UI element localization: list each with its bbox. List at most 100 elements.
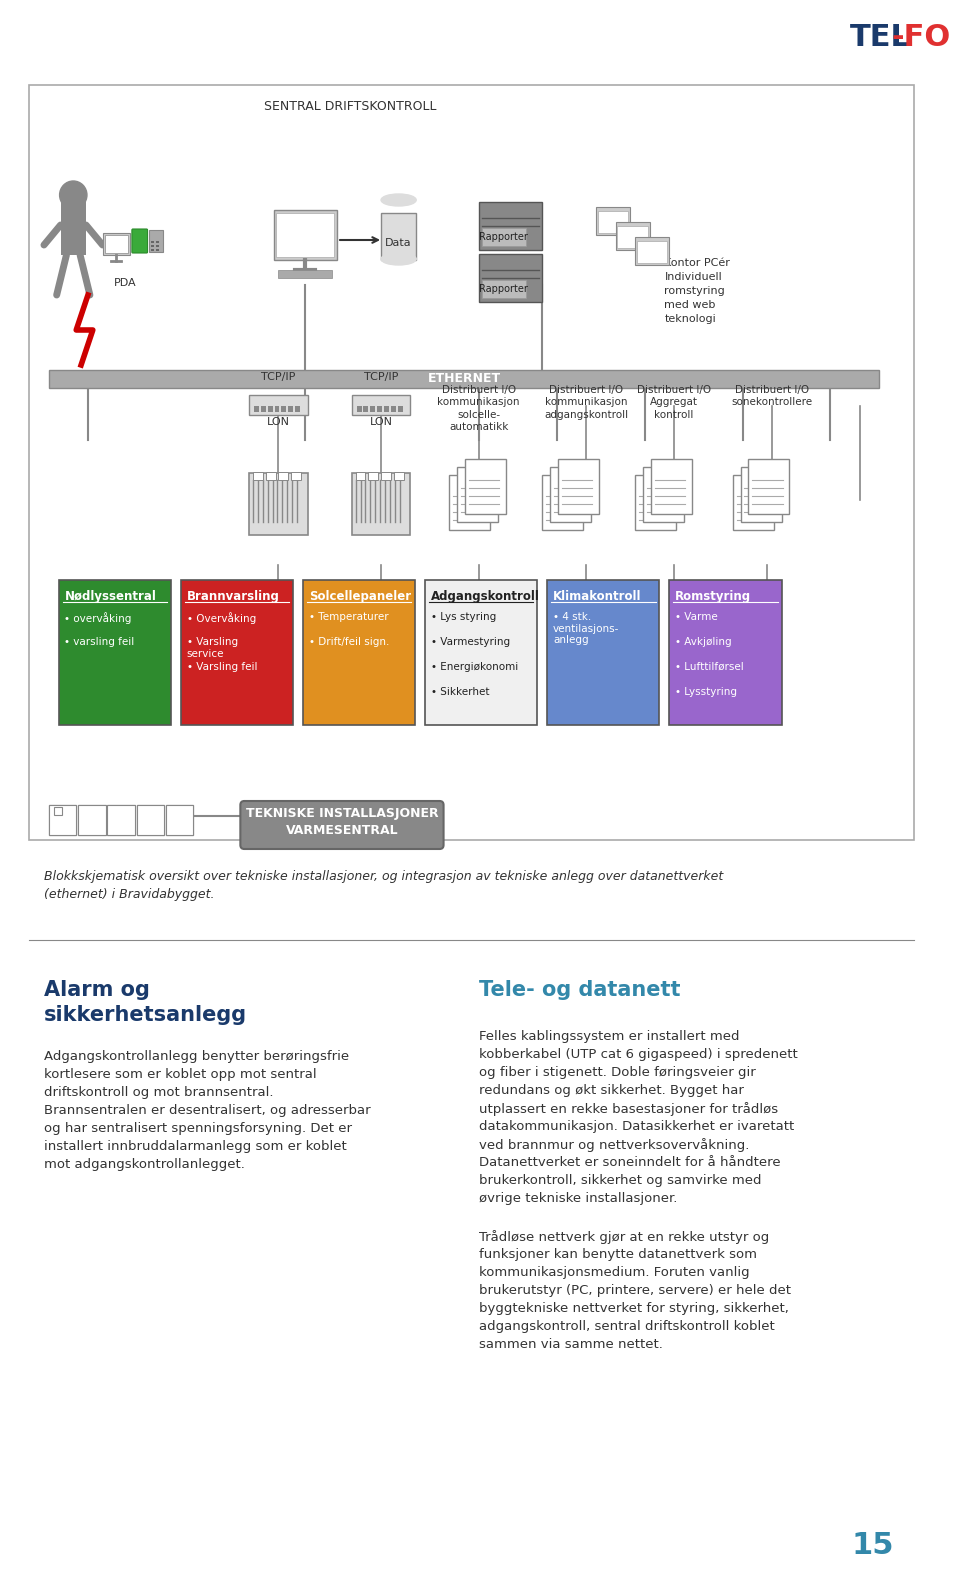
Text: sammen via samme nettet.: sammen via samme nettet. bbox=[479, 1338, 662, 1352]
Text: • Varmestyring: • Varmestyring bbox=[431, 637, 510, 647]
FancyBboxPatch shape bbox=[636, 237, 669, 266]
FancyBboxPatch shape bbox=[369, 473, 378, 481]
FancyBboxPatch shape bbox=[643, 466, 684, 522]
FancyBboxPatch shape bbox=[351, 395, 410, 414]
Text: TEKNISKE INSTALLASJONER
VARMESENTRAL: TEKNISKE INSTALLASJONER VARMESENTRAL bbox=[246, 806, 439, 836]
Text: 15: 15 bbox=[852, 1530, 894, 1560]
FancyBboxPatch shape bbox=[152, 245, 155, 247]
Text: • Overvåking: • Overvåking bbox=[186, 612, 256, 624]
FancyBboxPatch shape bbox=[180, 580, 293, 726]
FancyBboxPatch shape bbox=[351, 473, 410, 534]
Text: • Drift/feil sign.: • Drift/feil sign. bbox=[309, 637, 389, 647]
FancyBboxPatch shape bbox=[266, 473, 276, 481]
Text: • Lysstyring: • Lysstyring bbox=[675, 688, 737, 697]
FancyBboxPatch shape bbox=[749, 458, 789, 514]
Text: kortlesere som er koblet opp mot sentral: kortlesere som er koblet opp mot sentral bbox=[44, 1069, 317, 1081]
Text: PDA: PDA bbox=[113, 278, 136, 288]
FancyBboxPatch shape bbox=[482, 280, 526, 297]
FancyBboxPatch shape bbox=[355, 473, 366, 481]
Text: • Varsling feil: • Varsling feil bbox=[186, 662, 257, 672]
FancyBboxPatch shape bbox=[150, 229, 163, 251]
Text: Klimakontroll: Klimakontroll bbox=[553, 590, 641, 602]
Text: -FO: -FO bbox=[891, 24, 950, 52]
FancyBboxPatch shape bbox=[295, 406, 300, 413]
FancyBboxPatch shape bbox=[275, 406, 279, 413]
Text: Felles kablingssystem er installert med: Felles kablingssystem er installert med bbox=[479, 1029, 739, 1043]
FancyBboxPatch shape bbox=[669, 580, 781, 726]
Text: installert innbruddalarmanlegg som er koblet: installert innbruddalarmanlegg som er ko… bbox=[44, 1140, 347, 1153]
Text: adgangskontroll, sentral driftskontroll koblet: adgangskontroll, sentral driftskontroll … bbox=[479, 1320, 775, 1333]
FancyBboxPatch shape bbox=[465, 458, 506, 514]
FancyBboxPatch shape bbox=[156, 245, 159, 247]
Text: redundans og økt sikkerhet. Bygget har: redundans og økt sikkerhet. Bygget har bbox=[479, 1085, 744, 1097]
Text: Tele- og datanett: Tele- og datanett bbox=[479, 980, 681, 1001]
Text: byggtekniske nettverket for styring, sikkerhet,: byggtekniske nettverket for styring, sik… bbox=[479, 1303, 788, 1315]
FancyBboxPatch shape bbox=[261, 406, 266, 413]
FancyBboxPatch shape bbox=[136, 805, 164, 835]
Text: mot adgangskontrollanlegget.: mot adgangskontrollanlegget. bbox=[44, 1157, 245, 1172]
Text: Rapporter: Rapporter bbox=[479, 285, 528, 294]
Text: og har sentralisert spenningsforsyning. Det er: og har sentralisert spenningsforsyning. … bbox=[44, 1123, 352, 1135]
FancyBboxPatch shape bbox=[49, 805, 76, 835]
Text: • overvåking: • overvåking bbox=[64, 612, 132, 624]
Text: ved brannmur og nettverksovervåkning.: ved brannmur og nettverksovervåkning. bbox=[479, 1138, 749, 1153]
FancyBboxPatch shape bbox=[479, 202, 542, 250]
FancyBboxPatch shape bbox=[596, 207, 630, 236]
Text: • Lufttilførsel: • Lufttilførsel bbox=[675, 662, 744, 672]
Text: Distribuert I/O
kommunikasjon
adgangskontroll: Distribuert I/O kommunikasjon adgangskon… bbox=[544, 386, 628, 421]
FancyBboxPatch shape bbox=[166, 805, 194, 835]
FancyBboxPatch shape bbox=[356, 406, 362, 413]
FancyBboxPatch shape bbox=[105, 236, 128, 253]
Text: Romstyring: Romstyring bbox=[675, 590, 752, 602]
FancyBboxPatch shape bbox=[250, 395, 308, 414]
Text: • Temperaturer: • Temperaturer bbox=[309, 612, 389, 621]
Text: Datanettverket er soneinndelt for å håndtere: Datanettverket er soneinndelt for å hånd… bbox=[479, 1156, 780, 1168]
FancyBboxPatch shape bbox=[291, 473, 300, 481]
FancyBboxPatch shape bbox=[391, 406, 396, 413]
FancyBboxPatch shape bbox=[30, 85, 914, 840]
Text: • Energiøkonomi: • Energiøkonomi bbox=[431, 662, 518, 672]
FancyBboxPatch shape bbox=[78, 805, 106, 835]
Text: brukerkontroll, sikkerhet og samvirke med: brukerkontroll, sikkerhet og samvirke me… bbox=[479, 1175, 761, 1187]
Ellipse shape bbox=[381, 194, 417, 206]
Text: Blokkskjematisk oversikt over tekniske installasjoner, og integrasjon av teknisk: Blokkskjematisk oversikt over tekniske i… bbox=[44, 870, 723, 901]
Text: Data: Data bbox=[385, 239, 412, 248]
FancyBboxPatch shape bbox=[449, 474, 491, 530]
FancyBboxPatch shape bbox=[636, 474, 676, 530]
Text: Brannsentralen er desentralisert, og adresserbar: Brannsentralen er desentralisert, og adr… bbox=[44, 1104, 371, 1118]
Text: kommunikasjonsmedium. Foruten vanlig: kommunikasjonsmedium. Foruten vanlig bbox=[479, 1266, 750, 1279]
Text: • Sikkerhet: • Sikkerhet bbox=[431, 688, 490, 697]
Ellipse shape bbox=[381, 253, 417, 266]
FancyBboxPatch shape bbox=[152, 240, 155, 243]
FancyBboxPatch shape bbox=[152, 248, 155, 251]
Text: utplassert en rekke basestasjoner for trådløs: utplassert en rekke basestasjoner for tr… bbox=[479, 1102, 778, 1116]
FancyBboxPatch shape bbox=[268, 406, 273, 413]
FancyBboxPatch shape bbox=[394, 473, 403, 481]
FancyBboxPatch shape bbox=[254, 406, 259, 413]
Text: Trådløse nettverk gjør at en rekke utstyr og: Trådløse nettverk gjør at en rekke utsty… bbox=[479, 1230, 769, 1244]
Text: • Varme: • Varme bbox=[675, 612, 718, 621]
Text: Adgangskontrollanlegg benytter berøringsfrie: Adgangskontrollanlegg benytter berørings… bbox=[44, 1050, 349, 1062]
FancyBboxPatch shape bbox=[136, 805, 164, 835]
FancyBboxPatch shape bbox=[637, 240, 667, 262]
Text: og fiber i stigenett. Doble føringsveier gir: og fiber i stigenett. Doble føringsveier… bbox=[479, 1066, 756, 1078]
FancyBboxPatch shape bbox=[550, 466, 591, 522]
FancyBboxPatch shape bbox=[278, 270, 332, 278]
FancyBboxPatch shape bbox=[136, 805, 164, 835]
FancyBboxPatch shape bbox=[276, 213, 334, 258]
Text: øvrige tekniske installasjoner.: øvrige tekniske installasjoner. bbox=[479, 1192, 677, 1205]
FancyBboxPatch shape bbox=[60, 201, 86, 255]
FancyBboxPatch shape bbox=[397, 406, 402, 413]
FancyBboxPatch shape bbox=[166, 805, 194, 835]
FancyBboxPatch shape bbox=[732, 474, 774, 530]
FancyBboxPatch shape bbox=[240, 802, 444, 849]
FancyBboxPatch shape bbox=[78, 805, 106, 835]
FancyBboxPatch shape bbox=[132, 229, 148, 253]
FancyBboxPatch shape bbox=[651, 458, 692, 514]
Text: funksjoner kan benytte datanettverk som: funksjoner kan benytte datanettverk som bbox=[479, 1247, 756, 1262]
FancyBboxPatch shape bbox=[377, 406, 382, 413]
FancyBboxPatch shape bbox=[457, 466, 498, 522]
FancyBboxPatch shape bbox=[250, 473, 308, 534]
Text: TCP/IP: TCP/IP bbox=[364, 372, 398, 383]
Text: SENTRAL DRIFTSKONTROLL: SENTRAL DRIFTSKONTROLL bbox=[264, 100, 436, 112]
